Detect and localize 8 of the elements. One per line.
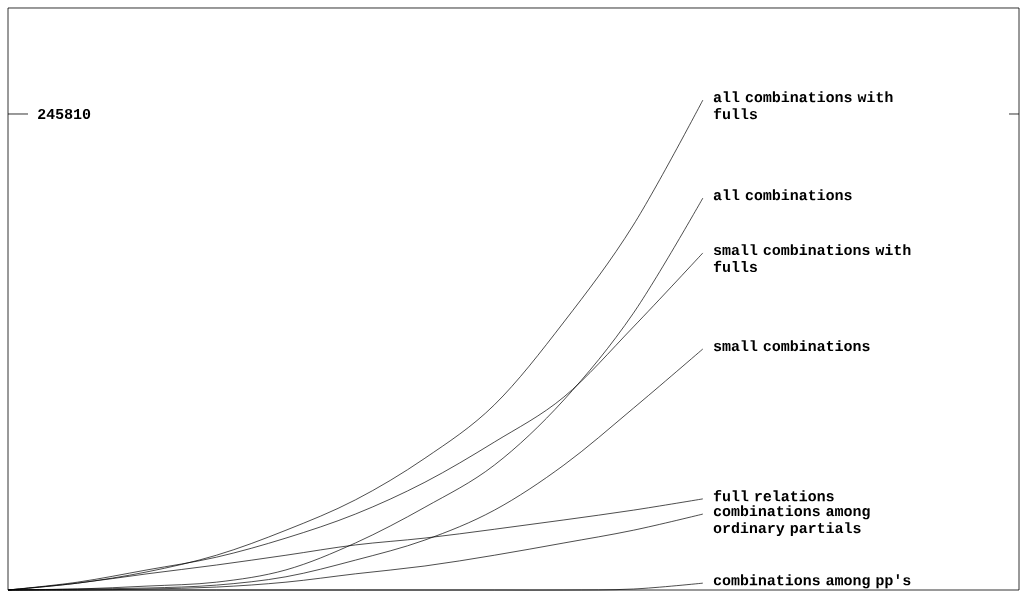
series-label: small combinations [713, 340, 870, 352]
series-label: small combinations with fulls [713, 244, 911, 273]
series-label: full relations [713, 490, 834, 502]
series-label: combinations among pp's [713, 574, 911, 589]
annotation: 245810 [38, 108, 91, 120]
series-label: combinations among ordinary partials [713, 505, 870, 537]
series-label: all combinations with fulls [713, 91, 893, 120]
series-label: all combinations [713, 189, 852, 201]
